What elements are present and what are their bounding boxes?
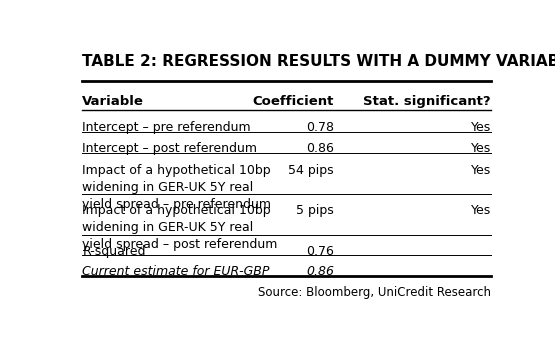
- Text: Impact of a hypothetical 10bp
widening in GER-UK 5Y real
yield spread – pre refe: Impact of a hypothetical 10bp widening i…: [82, 164, 271, 211]
- Text: Yes: Yes: [471, 204, 491, 217]
- Text: Intercept – post referendum: Intercept – post referendum: [82, 142, 258, 155]
- Text: 54 pips: 54 pips: [288, 164, 334, 177]
- Text: R-squared: R-squared: [82, 245, 146, 258]
- Text: 0.78: 0.78: [306, 121, 334, 134]
- Text: 0.86: 0.86: [306, 265, 334, 278]
- Text: Source: Bloomberg, UniCredit Research: Source: Bloomberg, UniCredit Research: [258, 286, 491, 299]
- Text: Current estimate for EUR-GBP: Current estimate for EUR-GBP: [82, 265, 270, 278]
- Text: Yes: Yes: [471, 121, 491, 134]
- Text: Coefficient: Coefficient: [253, 95, 334, 108]
- Text: Impact of a hypothetical 10bp
widening in GER-UK 5Y real
yield spread – post ref: Impact of a hypothetical 10bp widening i…: [82, 204, 278, 251]
- Text: TABLE 2: REGRESSION RESULTS WITH A DUMMY VARIABLE: TABLE 2: REGRESSION RESULTS WITH A DUMMY…: [82, 54, 555, 69]
- Text: 0.86: 0.86: [306, 142, 334, 155]
- Text: Intercept – pre referendum: Intercept – pre referendum: [82, 121, 251, 134]
- Text: Yes: Yes: [471, 164, 491, 177]
- Text: Variable: Variable: [82, 95, 144, 108]
- Text: Stat. significant?: Stat. significant?: [364, 95, 491, 108]
- Text: 5 pips: 5 pips: [296, 204, 334, 217]
- Text: 0.76: 0.76: [306, 245, 334, 258]
- Text: Yes: Yes: [471, 142, 491, 155]
